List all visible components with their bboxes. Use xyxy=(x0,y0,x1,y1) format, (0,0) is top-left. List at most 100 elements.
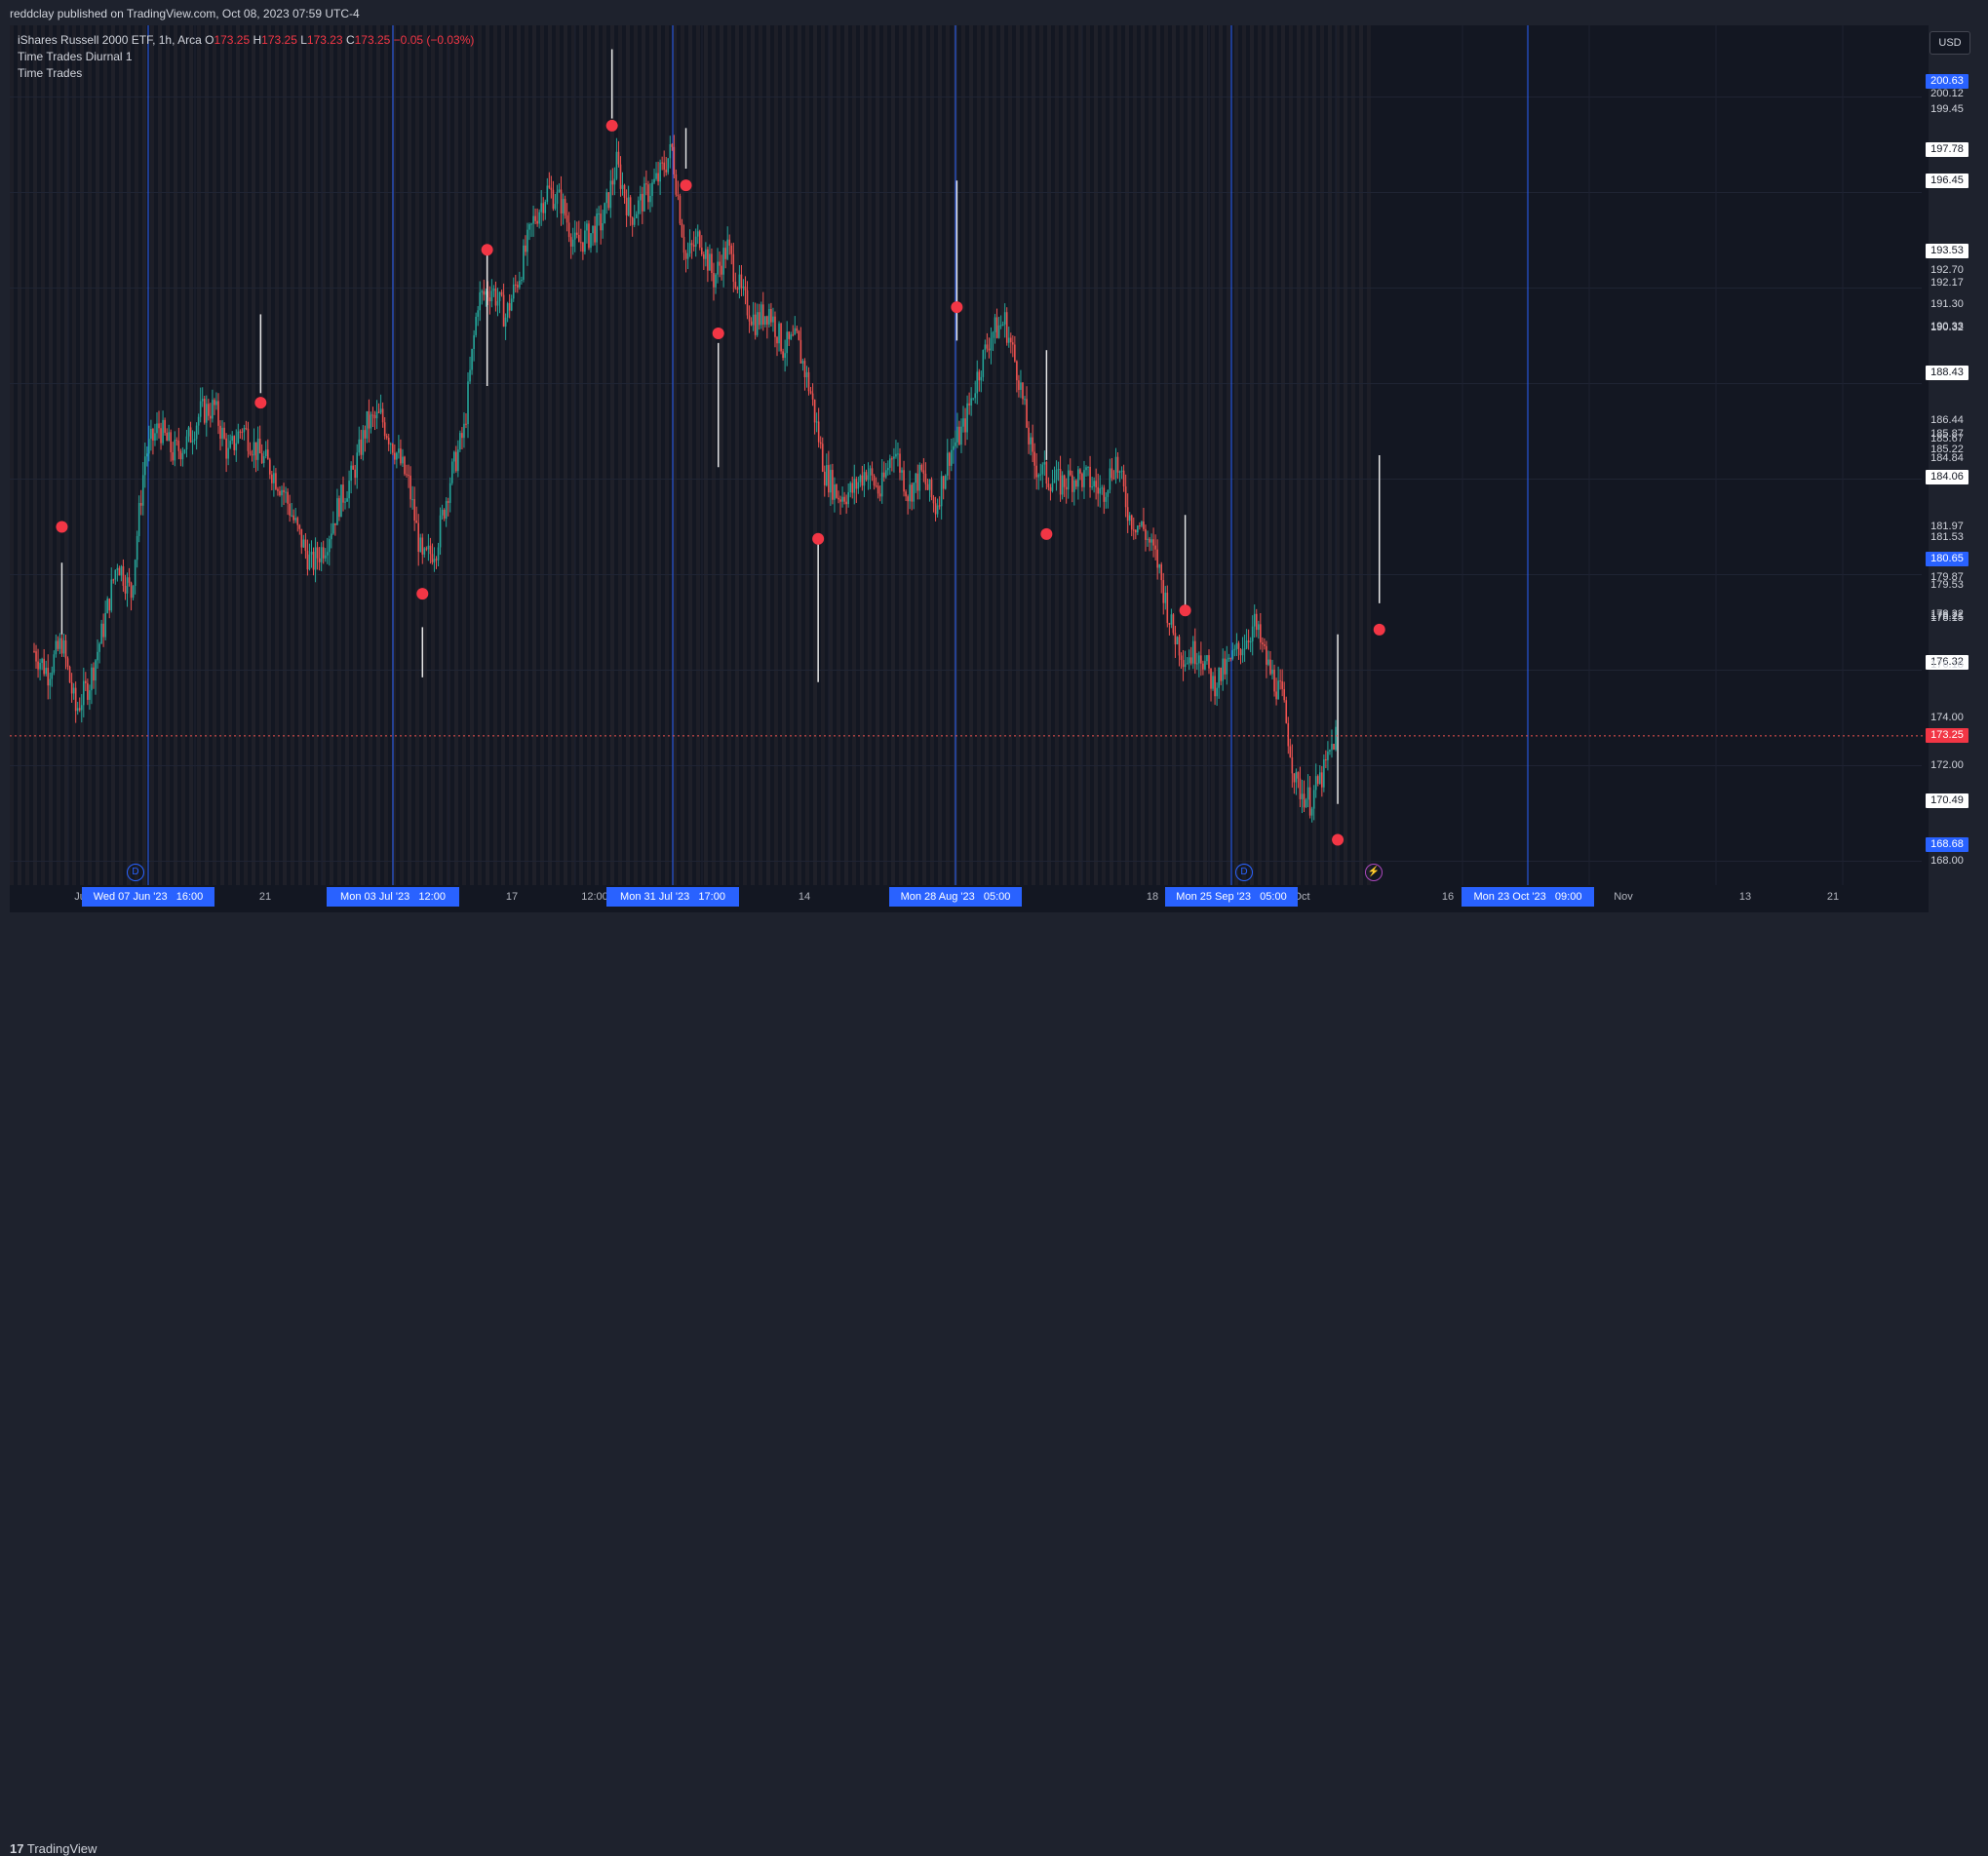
candle-body xyxy=(1107,489,1110,497)
candle-body xyxy=(946,452,949,476)
price-tick-label: 197.78 xyxy=(1926,141,1969,157)
dividend-badge[interactable]: D xyxy=(1235,864,1253,881)
candle-body xyxy=(1105,496,1108,502)
candle-body xyxy=(552,189,555,210)
candle-body xyxy=(1147,538,1149,540)
low-label: L xyxy=(300,33,307,47)
session-stripe xyxy=(1024,25,1028,885)
candle-body xyxy=(502,294,505,327)
candle-body xyxy=(992,331,994,338)
candle-body xyxy=(722,248,724,275)
candle-body xyxy=(830,470,832,493)
candle-body xyxy=(578,234,580,243)
candle-body xyxy=(897,453,899,455)
candle-body xyxy=(316,547,319,559)
session-stripe xyxy=(634,25,638,885)
candle-body xyxy=(611,180,614,185)
candle-body xyxy=(417,522,420,553)
dividend-badge[interactable]: D xyxy=(127,864,144,881)
candle-body xyxy=(377,411,380,413)
candle-body xyxy=(1114,456,1117,479)
candle-body xyxy=(560,189,563,213)
session-stripe xyxy=(306,25,310,885)
candle-body xyxy=(978,371,981,381)
candle-body xyxy=(1063,475,1066,487)
candle-body xyxy=(849,483,851,493)
candle-body xyxy=(83,680,85,706)
candle-body xyxy=(1024,399,1026,401)
candle-body xyxy=(986,344,989,349)
candle-body xyxy=(1047,483,1050,487)
candle-body xyxy=(960,426,962,445)
price-tick-label: 192.70 xyxy=(1930,264,1964,277)
candle-body xyxy=(586,223,588,231)
session-stripe xyxy=(985,25,989,885)
session-stripe xyxy=(80,25,84,885)
candle-body xyxy=(124,585,127,594)
session-stripe xyxy=(1195,25,1199,885)
candle-body xyxy=(150,428,152,440)
candle-body xyxy=(717,261,719,275)
time-tick-label: 14 xyxy=(798,891,811,903)
session-stripe xyxy=(1258,25,1262,885)
candle-body xyxy=(909,484,911,502)
time-tick-label: 21 xyxy=(1826,891,1840,903)
session-stripe xyxy=(1344,25,1347,885)
candle-body xyxy=(498,291,501,301)
candle-body xyxy=(285,491,287,493)
time-tick-label: 16 xyxy=(1441,891,1455,903)
candle-body xyxy=(298,524,301,529)
candle-body xyxy=(698,231,701,249)
candle-body xyxy=(893,456,895,459)
session-stripe xyxy=(57,25,60,885)
candle-body xyxy=(948,452,951,466)
candle-body xyxy=(231,436,234,442)
candle-body xyxy=(887,467,889,471)
candle-body xyxy=(467,381,469,425)
price-chart[interactable] xyxy=(10,25,1929,912)
time-tick-label: 21 xyxy=(258,891,272,903)
candle-body xyxy=(348,481,350,499)
session-stripe xyxy=(486,25,489,885)
candle-body xyxy=(752,314,755,326)
candle-body xyxy=(371,414,374,416)
candle-body xyxy=(796,328,799,331)
session-stripe xyxy=(1242,25,1246,885)
candle-body xyxy=(66,658,69,668)
price-tick-label: 199.45 xyxy=(1930,102,1964,115)
candle-body xyxy=(631,217,634,225)
session-stripe xyxy=(49,25,53,885)
time-marker-dot xyxy=(481,244,493,256)
candle-body xyxy=(425,548,428,550)
earnings-badge[interactable]: ⚡ xyxy=(1365,864,1383,881)
chart-area[interactable] xyxy=(10,25,1929,912)
price-axis-labels: 200.63 200.12 199.45 197.78 196.45 193.53 192.… xyxy=(1924,25,1988,912)
candle-body xyxy=(132,586,135,599)
candle-body xyxy=(546,185,549,202)
candle-body xyxy=(1091,486,1093,488)
candle-body xyxy=(201,399,204,402)
session-stripes xyxy=(10,25,1371,885)
indicator-2-label[interactable]: Time Trades xyxy=(18,66,83,80)
candle-body xyxy=(43,658,45,675)
candle-body xyxy=(1122,470,1125,487)
candle-body xyxy=(210,415,212,419)
candle-body xyxy=(675,174,678,195)
candle-body xyxy=(1233,648,1236,651)
time-marker-dot xyxy=(1179,604,1191,617)
candle-body xyxy=(861,475,864,486)
indicator-1-label[interactable]: Time Trades Diurnal 1 xyxy=(18,50,133,63)
currency-button[interactable]: USD xyxy=(1930,31,1970,55)
candle-body xyxy=(291,515,292,517)
candle-body xyxy=(214,400,215,406)
candle-body xyxy=(688,243,691,253)
candle-body xyxy=(790,334,793,339)
candle-body xyxy=(60,638,63,654)
candle-body xyxy=(1222,658,1225,681)
candle-body xyxy=(212,400,214,419)
candle-body xyxy=(332,522,334,534)
session-stripe xyxy=(1110,25,1113,885)
candle-body xyxy=(548,185,551,188)
session-stripe xyxy=(704,25,708,885)
candle-body xyxy=(408,475,409,477)
